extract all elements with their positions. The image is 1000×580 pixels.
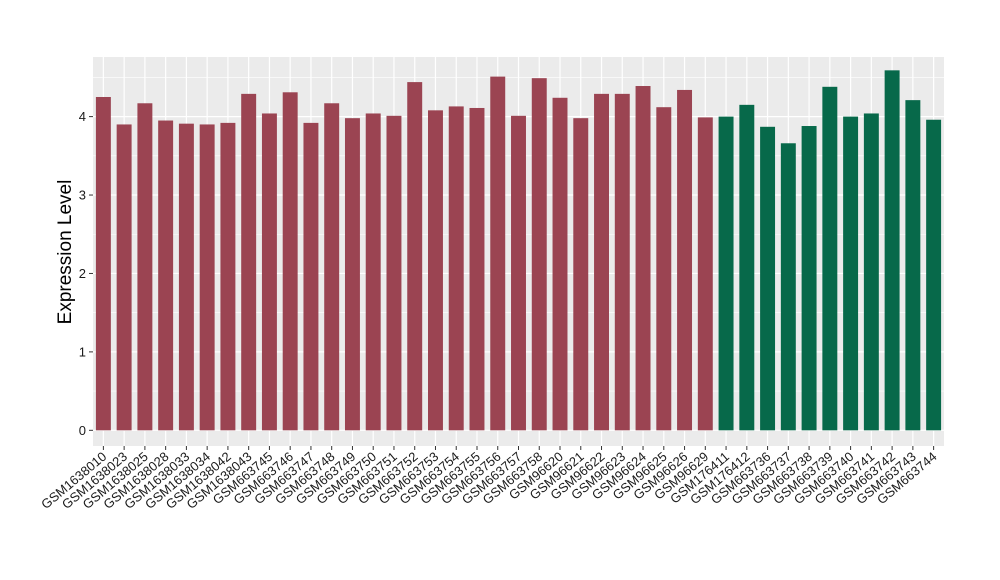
bar-GSM663739: [822, 86, 838, 431]
bar-GSM663756: [490, 76, 506, 431]
y-axis-title: Expression Level: [55, 180, 76, 325]
bar-GSM1638028: [158, 120, 174, 431]
bar-GSM96626: [677, 89, 693, 431]
bar-GSM663738: [801, 126, 817, 431]
bar-GSM663744: [926, 119, 942, 431]
bar-GSM96620: [552, 97, 568, 431]
bar-GSM1638034: [199, 124, 215, 431]
bar-GSM663757: [511, 115, 526, 431]
bar-GSM663748: [324, 103, 340, 431]
bar-GSM96621: [573, 118, 589, 431]
bar-GSM663754: [448, 106, 464, 431]
bar-GSM1638010: [95, 96, 111, 431]
bar-GSM96623: [614, 93, 630, 431]
bar-GSM663741: [863, 113, 879, 431]
y-tick-label: 3: [79, 188, 86, 203]
bar-GSM663745: [261, 113, 277, 431]
bar-GSM663746: [282, 92, 298, 431]
bar-GSM663736: [760, 126, 776, 431]
bar-GSM96624: [635, 86, 651, 431]
bar-GSM1638033: [178, 123, 194, 431]
bar-GSM663749: [344, 118, 360, 431]
bar-GSM96629: [697, 117, 713, 431]
bar-GSM663750: [365, 113, 381, 431]
y-tick-label: 0: [79, 423, 86, 438]
y-tick-label: 4: [79, 109, 86, 124]
bars: [95, 70, 942, 431]
bar-GSM663753: [428, 110, 443, 431]
bar-GSM663747: [303, 122, 319, 431]
bar-GSM1638023: [116, 124, 132, 431]
bar-GSM663752: [407, 82, 423, 431]
bar-GSM1638042: [220, 122, 236, 431]
y-axis: 0 1 2 3 4: [79, 109, 93, 438]
bar-GSM96625: [656, 107, 672, 431]
bar-GSM663743: [905, 100, 921, 431]
bar-GSM176411: [718, 116, 734, 431]
bar-GSM1638043: [241, 93, 257, 431]
bar-GSM176412: [739, 104, 755, 431]
x-axis: GSM1638010GSM1638023GSM1638025GSM1638028…: [38, 446, 940, 512]
bar-GSM663737: [780, 143, 796, 431]
bar-GSM663758: [531, 78, 547, 431]
bar-GSM663755: [469, 107, 485, 431]
bar-GSM1638025: [137, 103, 153, 431]
bar-GSM663751: [386, 115, 402, 431]
bar-GSM663742: [884, 70, 900, 431]
y-tick-label: 2: [79, 266, 86, 281]
bar-GSM96622: [594, 93, 609, 431]
bar-GSM663740: [843, 116, 859, 431]
y-tick-label: 1: [79, 344, 86, 359]
